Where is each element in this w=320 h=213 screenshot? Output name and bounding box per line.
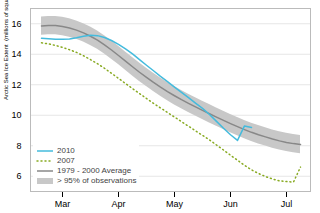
svg-text:Jul: Jul xyxy=(281,199,293,209)
svg-text:14: 14 xyxy=(11,49,21,59)
svg-text:12: 12 xyxy=(11,80,21,90)
svg-text:6: 6 xyxy=(16,171,21,181)
svg-text:Apr: Apr xyxy=(111,199,125,209)
html-text:2010: 2010 xyxy=(57,146,75,155)
svg-text:May: May xyxy=(166,199,184,209)
svg-text:Jun: Jun xyxy=(223,199,238,209)
svg-text:Mar: Mar xyxy=(55,199,71,209)
html-text:1979 - 2000 Average: 1979 - 2000 Average xyxy=(57,166,132,175)
html-text:> 95% of observations: > 95% of observations xyxy=(57,176,137,185)
svg-text:10: 10 xyxy=(11,110,21,120)
svg-text:8: 8 xyxy=(16,141,21,151)
svg-text:Arctic Sea Ice Extent (millio: Arctic Sea Ice Extent (millions of squar… xyxy=(3,0,9,100)
html-text:2007: 2007 xyxy=(57,156,75,165)
svg-text:16: 16 xyxy=(11,19,21,29)
